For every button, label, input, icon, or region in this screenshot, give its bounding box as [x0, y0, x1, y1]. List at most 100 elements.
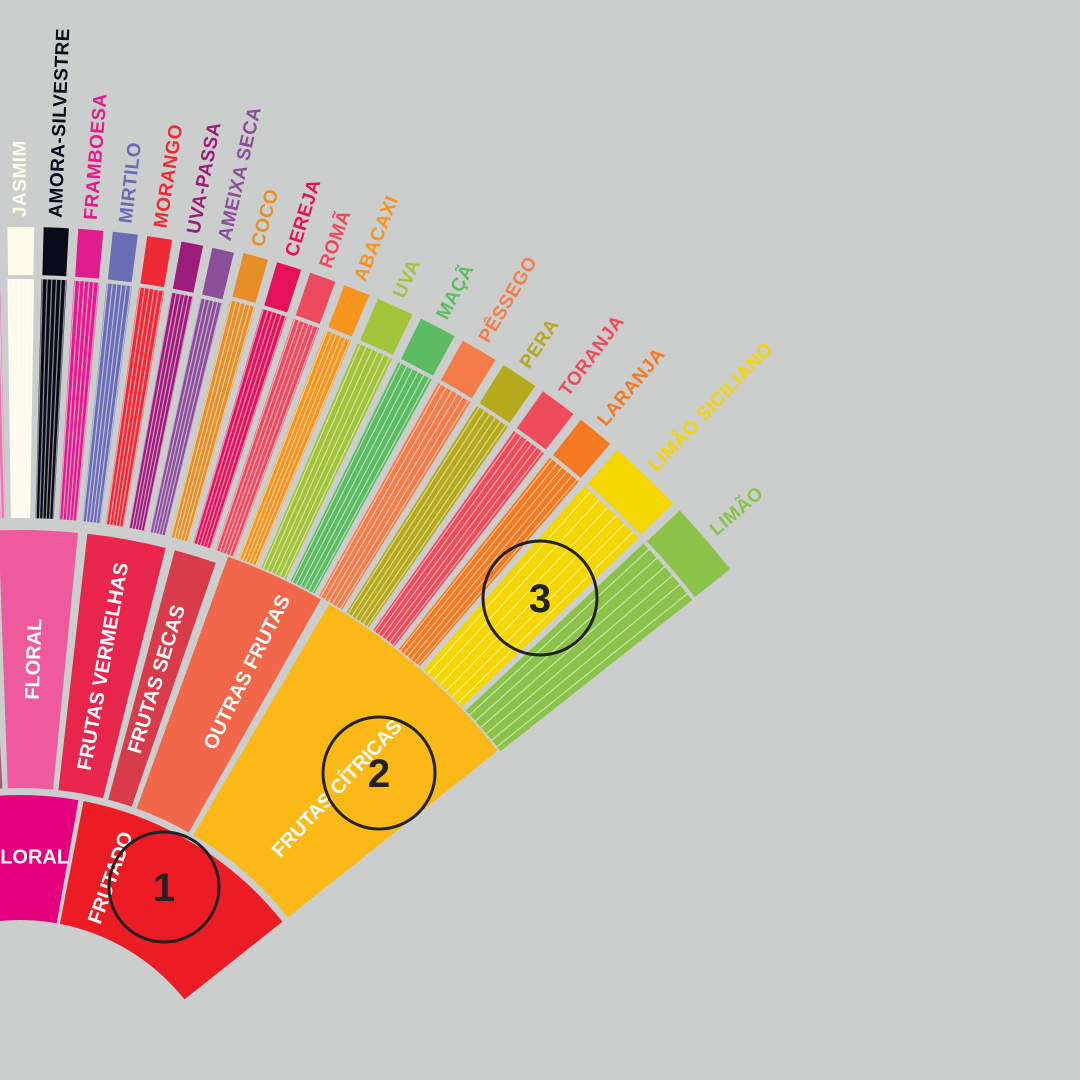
- leaf-cap-amora-silvestre: [42, 227, 69, 277]
- middle-segment-floral: [0, 530, 79, 790]
- leaf-stripe: [12, 279, 16, 519]
- leaf-band-uva: [261, 343, 392, 579]
- leaf-stripe: [99, 286, 132, 524]
- leaf-stripe: [381, 439, 528, 638]
- leaf-stripe: [389, 447, 538, 643]
- leaf-stripe: [335, 397, 464, 607]
- leaf-maca: [290, 318, 455, 594]
- leaf-limao: [465, 510, 731, 752]
- leaf-stripe: [69, 281, 90, 521]
- leaf-stripe: [491, 584, 681, 741]
- leaf-stripe: [203, 313, 278, 547]
- leaf-stripe: [180, 304, 246, 540]
- leaf-stripe: [332, 393, 458, 605]
- leaf-band-rosa: [0, 281, 6, 519]
- leaf-cap-jasmim: [7, 227, 35, 276]
- leaf-stripe: [45, 279, 58, 519]
- leaf-stripe: [252, 338, 346, 565]
- leaf-cap-abacaxi: [328, 285, 370, 337]
- leaf-stripe: [414, 475, 573, 663]
- leaf-stripe: [89, 284, 118, 523]
- leaf-stripe: [122, 291, 164, 527]
- marker-3-label: 3: [529, 577, 551, 621]
- leaf-stripe: [271, 349, 373, 573]
- middle-segment-frutas-vermelhas: [58, 533, 166, 799]
- leaf-stripe: [445, 515, 617, 692]
- leaf-framboesa: [58, 228, 104, 521]
- leaf-stripe: [173, 301, 237, 538]
- leaf-cap-mirtilo: [107, 231, 138, 283]
- leaf-uva: [261, 298, 413, 579]
- inner-label-floral: FLORAL: [0, 846, 69, 868]
- leaf-stripe: [291, 363, 402, 583]
- leaf-cap-limao: [646, 510, 731, 597]
- leaf-stripe: [42, 279, 53, 519]
- leaf-stripe: [186, 306, 255, 542]
- leaf-stripe: [378, 435, 522, 635]
- leaf-stripe: [355, 414, 491, 619]
- leaf-stripe: [433, 499, 600, 680]
- leaf-stripe: [485, 575, 673, 735]
- leaf-stripe: [143, 296, 194, 531]
- leaf-stripe: [128, 292, 173, 528]
- leaf-pessego: [319, 340, 496, 610]
- leaf-stripe: [399, 459, 553, 651]
- leaf-stripe: [229, 325, 314, 556]
- leaf-stripe: [242, 332, 333, 561]
- marker-1: 1: [107, 830, 221, 944]
- leaf-stripe: [152, 299, 206, 533]
- leaf-stripe: [59, 280, 76, 520]
- leaf-band-limao-siciliano: [423, 486, 639, 707]
- leaf-stripe: [206, 314, 282, 548]
- marker-2-label: 2: [368, 752, 390, 796]
- leaf-pera: [346, 365, 536, 628]
- leaf-amora-silvestre: [35, 227, 69, 519]
- leaf-stripe: [407, 467, 563, 657]
- leaf-stripe: [283, 357, 391, 579]
- leaf-stripe: [439, 507, 609, 686]
- leaf-band-roma: [215, 318, 320, 557]
- leaf-cap-uva: [360, 298, 413, 356]
- inner-segment-frutado: [59, 801, 283, 1000]
- leaf-stripe: [193, 309, 264, 544]
- leaf-stripe: [392, 451, 543, 646]
- leaf-cap-ameixa-seca: [202, 247, 234, 300]
- leaf-stripe: [155, 300, 210, 534]
- leaf-stripe: [137, 294, 186, 530]
- leaf-laranja: [398, 419, 611, 667]
- leaf-stripe: [164, 303, 223, 536]
- leaf-rosa: [0, 281, 6, 519]
- leaf-toranja: [373, 391, 574, 647]
- leaf-stripe: [25, 279, 29, 519]
- leaf-stripe: [38, 279, 48, 519]
- leaf-stripe: [82, 283, 109, 522]
- leaf-stripe: [72, 282, 95, 521]
- leaf-stripe: [320, 384, 442, 598]
- leaf-stripe: [225, 323, 310, 555]
- leaf-stripe: [362, 421, 501, 624]
- leaf-stripe: [222, 322, 305, 553]
- leaf-stripe: [300, 368, 413, 587]
- leaf-stripe: [457, 531, 634, 704]
- leaf-cap-toranja: [516, 391, 574, 450]
- leaf-cap-limao-siciliano: [587, 450, 674, 535]
- leaf-stripe: [480, 566, 666, 728]
- leaf-cap-maca: [401, 318, 455, 376]
- leaf-stripe: [427, 491, 591, 675]
- leaf-stripe: [170, 300, 233, 538]
- leaf-cap-laranja: [553, 419, 611, 479]
- leaf-stripe: [275, 352, 379, 575]
- leaf-stripe: [451, 523, 625, 698]
- leaf-jasmim: [7, 227, 35, 519]
- leaf-limao-siciliano: [423, 450, 674, 707]
- leaf-stripe: [279, 354, 385, 577]
- leaf-stripe: [140, 295, 190, 531]
- leaf-stripe: [374, 432, 517, 632]
- leaf-mirtilo: [82, 231, 138, 524]
- leaf-abacaxi: [238, 285, 370, 566]
- leaf-stripe: [410, 471, 568, 660]
- leaf-stripe: [105, 287, 141, 525]
- leaf-stripe: [255, 339, 351, 566]
- leaf-stripe: [183, 305, 251, 541]
